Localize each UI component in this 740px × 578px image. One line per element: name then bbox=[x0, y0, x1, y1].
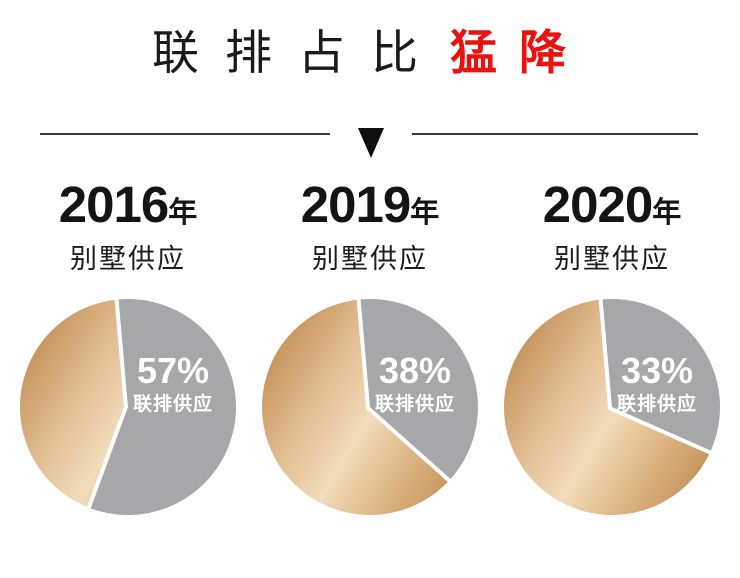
year-suffix-label: 年 bbox=[652, 196, 682, 229]
pie-slice-highlight bbox=[598, 296, 722, 456]
down-triangle-icon bbox=[358, 127, 384, 158]
divider bbox=[0, 127, 740, 163]
pie-svg bbox=[20, 296, 238, 517]
divider-line-right bbox=[412, 132, 698, 135]
title-text: 联排占比 bbox=[152, 26, 444, 79]
infographic: 联排占比 猛降 2016年 别墅供应 57% 联排供应 2019年 别墅供应 bbox=[0, 24, 740, 578]
year-heading: 2020年 bbox=[494, 179, 730, 230]
page-title: 联排占比 猛降 bbox=[0, 24, 740, 83]
pie-column-2020: 2020年 别墅供应 33% 联排供应 bbox=[494, 179, 730, 517]
pie-subtitle: 别墅供应 bbox=[554, 243, 670, 274]
pie-columns: 2016年 别墅供应 57% 联排供应 2019年 别墅供应 38% 联排供应 bbox=[0, 179, 740, 517]
pie-svg bbox=[504, 296, 722, 515]
year-suffix-label: 年 bbox=[168, 196, 198, 229]
year-label: 2016 bbox=[58, 175, 169, 233]
year-heading: 2019年 bbox=[252, 179, 488, 230]
year-label: 2019 bbox=[300, 175, 411, 233]
pie-svg bbox=[262, 296, 480, 515]
pie-chart-2020: 33% 联排供应 bbox=[502, 296, 722, 517]
pie-subtitle: 别墅供应 bbox=[312, 243, 428, 274]
divider-line-left bbox=[40, 132, 330, 135]
pie-column-2016: 2016年 别墅供应 57% 联排供应 bbox=[10, 179, 246, 517]
pie-column-2019: 2019年 别墅供应 38% 联排供应 bbox=[252, 179, 488, 517]
pie-chart-2019: 38% 联排供应 bbox=[260, 296, 480, 517]
year-suffix-label: 年 bbox=[410, 196, 440, 229]
year-label: 2020 bbox=[542, 175, 653, 233]
pie-slice-highlight bbox=[356, 296, 480, 485]
pie-chart-2016: 57% 联排供应 bbox=[18, 296, 238, 517]
year-heading: 2016年 bbox=[10, 179, 246, 230]
title-highlight-text: 猛降 bbox=[450, 26, 588, 79]
pie-subtitle: 别墅供应 bbox=[70, 243, 186, 274]
pie-slice-highlight bbox=[85, 296, 238, 517]
